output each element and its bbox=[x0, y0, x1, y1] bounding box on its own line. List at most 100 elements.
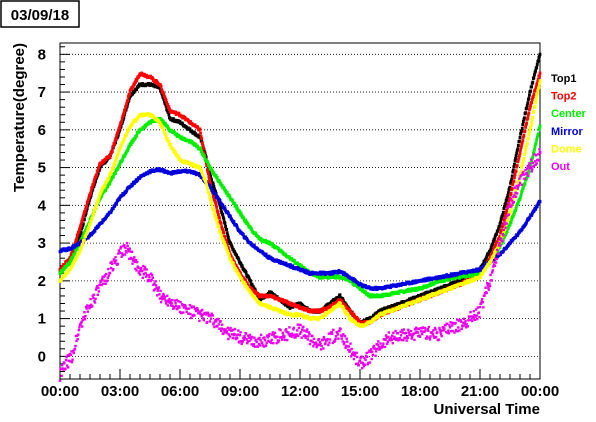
y-tick-label: 7 bbox=[38, 84, 46, 101]
y-tick-label: 4 bbox=[38, 197, 47, 214]
data-point bbox=[185, 310, 188, 313]
data-point bbox=[515, 164, 519, 168]
data-point bbox=[492, 253, 496, 258]
data-point bbox=[331, 332, 334, 336]
data-point bbox=[96, 198, 100, 202]
data-point bbox=[257, 342, 261, 346]
data-point bbox=[76, 232, 80, 237]
data-point bbox=[78, 226, 82, 230]
data-point bbox=[188, 127, 192, 131]
data-point bbox=[491, 242, 495, 246]
date-title-box: 03/09/18 bbox=[0, 0, 80, 28]
data-point bbox=[250, 287, 254, 291]
data-point bbox=[182, 311, 185, 314]
data-point bbox=[351, 353, 354, 357]
data-point bbox=[520, 165, 524, 169]
data-point bbox=[95, 203, 99, 207]
data-point bbox=[200, 170, 204, 174]
data-point bbox=[198, 165, 202, 169]
x-tick-label: 18:00 bbox=[401, 383, 439, 400]
data-point bbox=[120, 119, 124, 123]
data-point bbox=[60, 363, 64, 367]
y-tick-label: 5 bbox=[38, 160, 46, 177]
data-point bbox=[294, 336, 297, 339]
data-point bbox=[342, 333, 345, 336]
data-point bbox=[339, 302, 342, 306]
data-point bbox=[259, 338, 262, 342]
data-point bbox=[336, 331, 339, 334]
data-point bbox=[151, 276, 154, 280]
data-point bbox=[101, 277, 104, 281]
data-point bbox=[493, 238, 496, 242]
data-point bbox=[200, 149, 204, 153]
data-point bbox=[505, 229, 509, 233]
data-point bbox=[70, 360, 74, 364]
data-point bbox=[237, 258, 241, 262]
data-point bbox=[538, 82, 541, 86]
data-point bbox=[85, 230, 89, 234]
data-point bbox=[70, 350, 73, 353]
data-point bbox=[231, 199, 235, 203]
data-point bbox=[504, 213, 507, 217]
data-point bbox=[263, 338, 267, 342]
data-point bbox=[220, 183, 224, 188]
data-point bbox=[137, 266, 140, 269]
y-tick-label: 1 bbox=[38, 311, 46, 328]
data-point bbox=[338, 293, 342, 297]
data-point bbox=[295, 333, 298, 336]
data-point bbox=[354, 362, 358, 366]
data-point bbox=[162, 292, 165, 296]
data-point bbox=[528, 106, 532, 110]
data-point bbox=[267, 339, 270, 343]
data-point bbox=[276, 335, 279, 339]
data-point bbox=[133, 82, 136, 86]
data-point bbox=[527, 132, 531, 137]
data-point bbox=[206, 171, 210, 176]
data-point bbox=[256, 345, 259, 348]
data-point bbox=[65, 355, 68, 359]
data-point bbox=[531, 80, 535, 84]
data-point bbox=[158, 121, 162, 125]
data-point bbox=[221, 203, 225, 207]
data-point bbox=[296, 312, 300, 316]
data-point bbox=[350, 347, 353, 351]
x-tick-label: 00:00 bbox=[521, 383, 559, 400]
data-point bbox=[268, 332, 271, 336]
x-tick-label: 21:00 bbox=[461, 383, 499, 400]
data-point bbox=[449, 272, 453, 276]
data-point bbox=[119, 247, 122, 250]
data-point bbox=[216, 210, 220, 214]
data-point bbox=[177, 299, 180, 303]
data-point bbox=[96, 171, 100, 175]
data-point bbox=[209, 182, 212, 186]
data-point bbox=[96, 293, 99, 297]
data-point bbox=[113, 141, 116, 146]
data-point bbox=[246, 286, 250, 290]
data-point bbox=[212, 321, 216, 325]
data-point bbox=[205, 183, 208, 187]
data-point bbox=[96, 285, 99, 288]
data-point bbox=[86, 236, 90, 240]
data-point bbox=[226, 211, 230, 215]
data-point bbox=[144, 275, 148, 278]
data-point bbox=[78, 250, 81, 254]
data-point bbox=[251, 285, 255, 289]
data-point bbox=[441, 286, 445, 290]
data-point bbox=[509, 181, 512, 185]
data-point bbox=[174, 304, 178, 308]
data-point bbox=[218, 203, 222, 207]
data-point bbox=[524, 145, 528, 149]
data-point bbox=[164, 135, 168, 139]
data-point bbox=[299, 330, 303, 334]
data-point bbox=[81, 319, 84, 322]
data-point bbox=[250, 283, 254, 287]
chart-title: 03/09/18 bbox=[11, 7, 69, 24]
data-point bbox=[102, 275, 106, 279]
data-point bbox=[353, 354, 357, 357]
data-point bbox=[191, 305, 194, 308]
data-point bbox=[519, 132, 522, 136]
data-point bbox=[115, 156, 119, 160]
data-point bbox=[121, 157, 125, 161]
data-point bbox=[524, 148, 527, 152]
data-point bbox=[519, 145, 523, 150]
